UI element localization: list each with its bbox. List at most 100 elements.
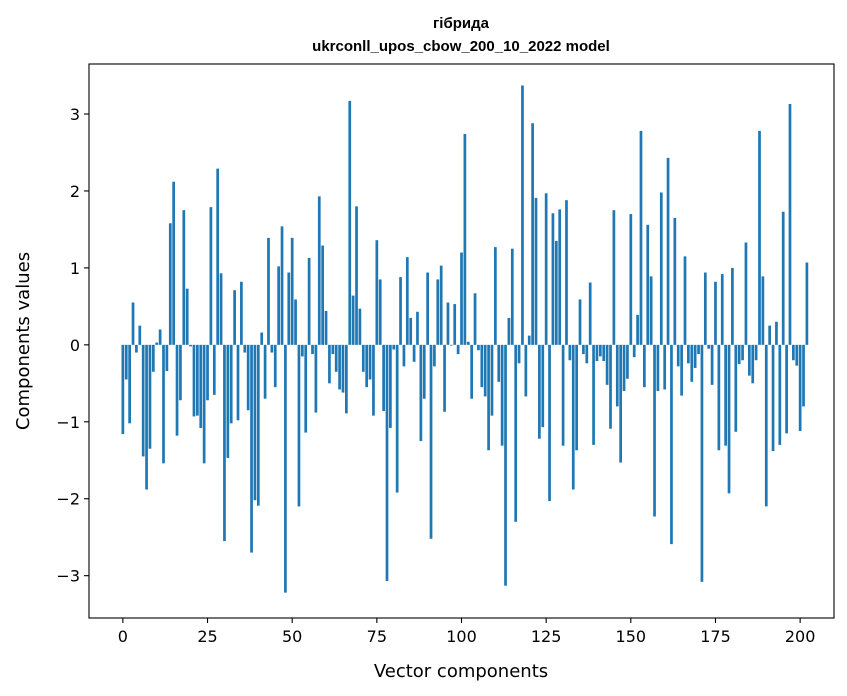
bar-29 xyxy=(219,273,223,345)
bar-181 xyxy=(734,344,738,432)
bar-190 xyxy=(764,344,768,507)
bar-113 xyxy=(504,344,507,586)
bar-98 xyxy=(453,304,457,345)
bar-139 xyxy=(592,344,595,445)
bar-83 xyxy=(402,344,406,367)
bar-109 xyxy=(490,344,494,416)
bar-150 xyxy=(629,214,633,345)
bar-79 xyxy=(389,344,392,428)
x-tick-label: 100 xyxy=(446,627,477,646)
y-tick-label: 2 xyxy=(70,182,80,201)
bar-94 xyxy=(439,265,443,345)
bar-5 xyxy=(138,325,142,345)
chart-title: гібрида xyxy=(433,15,490,32)
bar-188 xyxy=(758,130,761,345)
bar-87 xyxy=(416,311,419,345)
bar-49 xyxy=(287,272,291,345)
bar-41 xyxy=(260,332,264,345)
bar-95 xyxy=(443,344,446,412)
bar-26 xyxy=(209,207,213,345)
bar-176 xyxy=(717,344,721,451)
bar-184 xyxy=(744,242,748,345)
bar-80 xyxy=(392,344,396,350)
bar-134 xyxy=(575,344,578,451)
bar-64 xyxy=(338,344,341,390)
bar-122 xyxy=(534,197,538,345)
bar-34 xyxy=(236,344,240,421)
bar-97 xyxy=(449,344,453,346)
bar-187 xyxy=(754,344,758,361)
x-tick-label: 150 xyxy=(616,627,647,646)
bar-16 xyxy=(175,344,179,436)
bar-40 xyxy=(256,344,260,506)
bar-31 xyxy=(226,344,230,458)
bar-104 xyxy=(473,293,477,345)
bar-90 xyxy=(426,272,429,345)
bar-38 xyxy=(250,344,253,553)
bar-36 xyxy=(243,344,247,353)
bar-159 xyxy=(659,192,663,345)
bar-66 xyxy=(345,344,348,414)
bar-156 xyxy=(649,276,653,345)
x-tick-label: 0 xyxy=(118,627,128,646)
bar-23 xyxy=(199,344,203,428)
bar-133 xyxy=(571,344,575,490)
bar-132 xyxy=(568,344,572,361)
bar-59 xyxy=(321,245,325,345)
bar-17 xyxy=(179,344,182,401)
y-axis-ticks: −3 −2 −1 0 1 2 3 xyxy=(56,105,89,586)
bar-129 xyxy=(558,209,562,345)
bar-147 xyxy=(619,344,623,463)
bar-57 xyxy=(314,344,318,413)
bar-197 xyxy=(788,104,792,345)
bar-174 xyxy=(710,344,714,385)
bar-78 xyxy=(385,344,389,582)
bar-74 xyxy=(372,344,375,416)
bar-166 xyxy=(683,256,687,345)
bar-67 xyxy=(348,100,352,345)
bar-195 xyxy=(781,211,785,345)
bar-58 xyxy=(317,196,321,345)
bar-14 xyxy=(168,223,172,345)
bar-118 xyxy=(521,85,524,345)
bar-4 xyxy=(135,344,138,353)
bar-68 xyxy=(351,295,355,345)
bar-115 xyxy=(510,248,514,345)
bar-138 xyxy=(588,282,592,345)
bar-161 xyxy=(666,157,670,345)
bar-86 xyxy=(412,344,416,362)
bar-62 xyxy=(331,344,335,355)
bar-32 xyxy=(229,344,233,424)
bar-126 xyxy=(548,344,551,502)
bar-19 xyxy=(185,288,189,345)
bar-127 xyxy=(551,213,555,345)
bar-106 xyxy=(480,344,484,388)
x-axis-ticks: 0 25 50 75 100 125 150 175 200 xyxy=(118,618,816,646)
bar-43 xyxy=(267,237,270,345)
bar-102 xyxy=(466,341,470,345)
bar-71 xyxy=(361,344,365,372)
bar-65 xyxy=(341,344,345,393)
bar-186 xyxy=(751,344,755,384)
x-tick-label: 200 xyxy=(785,627,816,646)
bar-151 xyxy=(632,344,636,358)
bar-46 xyxy=(277,266,280,345)
bar-153 xyxy=(639,130,643,345)
bar-6 xyxy=(141,344,145,457)
bar-22 xyxy=(196,344,199,416)
bar-9 xyxy=(151,344,155,372)
x-axis-label: Vector components xyxy=(374,661,548,682)
bar-0 xyxy=(121,344,125,435)
bar-140 xyxy=(595,344,599,362)
bar-10 xyxy=(155,342,159,345)
bar-201 xyxy=(802,344,805,407)
bar-13 xyxy=(165,344,169,372)
x-tick-label: 125 xyxy=(531,627,562,646)
bar-44 xyxy=(270,344,274,353)
bar-35 xyxy=(240,281,243,345)
bar-142 xyxy=(602,344,606,362)
bar-192 xyxy=(771,344,775,452)
bar-200 xyxy=(798,344,802,432)
bar-179 xyxy=(727,344,731,494)
